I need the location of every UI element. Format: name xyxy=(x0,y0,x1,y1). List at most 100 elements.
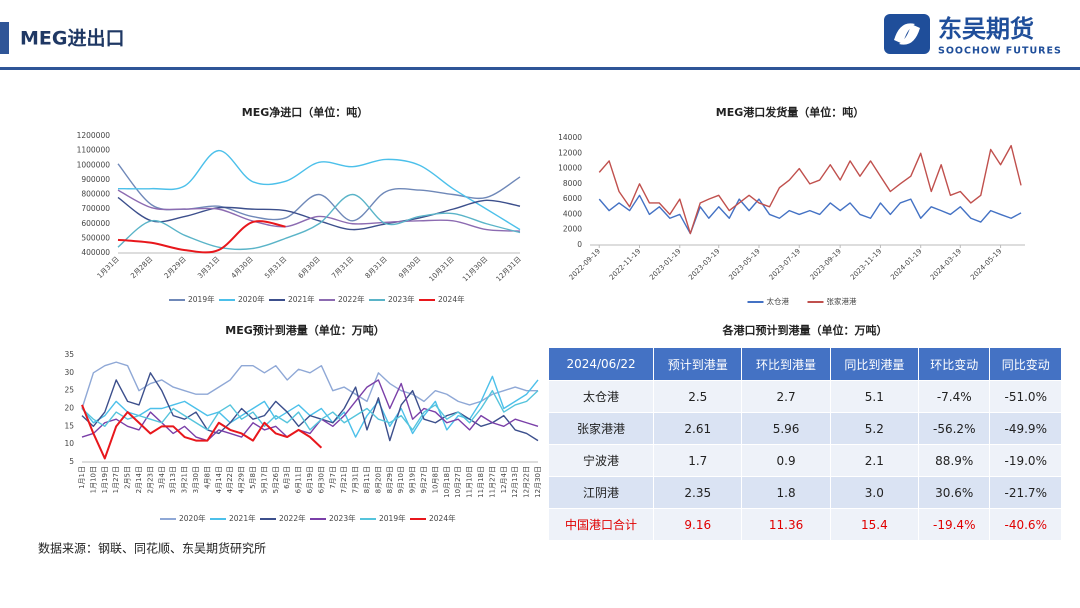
table-cell: 88.9% xyxy=(917,444,991,477)
table-cell: 5.96 xyxy=(741,412,831,445)
table-cell: -51.0% xyxy=(989,380,1062,413)
series-line xyxy=(81,379,539,442)
table-cell: -40.6% xyxy=(989,508,1062,541)
x-tick-label: 7月21日 xyxy=(340,466,348,493)
x-tick-label: 2023-07-19 xyxy=(768,247,802,281)
header-cell: 2024/06/22 xyxy=(547,347,655,381)
header-cell: 同比到港量 xyxy=(829,347,920,381)
table-cell: 5.1 xyxy=(829,380,920,413)
table-cell: -49.9% xyxy=(989,412,1062,445)
slide-title: MEG进出口 xyxy=(20,27,124,50)
x-tick-label: 4月8日 xyxy=(203,466,211,489)
header-rule xyxy=(0,67,1080,70)
y-tick-label: 700000 xyxy=(81,204,110,213)
x-tick-label: 1月1日 xyxy=(78,466,86,489)
x-tick-label: 2月28日 xyxy=(129,255,154,280)
x-tick-label: 6月30日 xyxy=(297,255,322,280)
logo-en: SOOCHOW FUTURES xyxy=(938,46,1062,57)
table-cell: 2.1 xyxy=(829,444,920,477)
legend-label: 2023年 xyxy=(388,294,415,304)
y-tick-label: 35 xyxy=(64,350,74,359)
table-cell: 2.7 xyxy=(741,380,831,413)
x-tick-label: 11月18日 xyxy=(477,466,485,498)
y-tick-label: 5 xyxy=(69,457,74,466)
x-tick-label: 4月22日 xyxy=(226,466,234,493)
table-cell: -21.7% xyxy=(989,476,1062,509)
table-cell: 3.0 xyxy=(829,476,920,509)
x-tick-label: 2024-05-19 xyxy=(969,247,1003,281)
x-tick-label: 9月19日 xyxy=(409,466,417,493)
header-cell: 环比到港量 xyxy=(741,347,831,381)
header-cell: 环比变动 xyxy=(917,347,991,381)
x-tick-label: 2024-01-19 xyxy=(889,247,923,281)
table-cell: 1.7 xyxy=(653,444,743,477)
legend-label: 2024年 xyxy=(438,294,465,304)
x-tick-label: 8月11日 xyxy=(363,466,371,493)
x-tick-label: 2023-03-19 xyxy=(687,247,721,281)
series-line xyxy=(81,361,538,409)
y-tick-label: 10 xyxy=(64,439,74,448)
series-line xyxy=(117,193,521,251)
y-tick-label: 1100000 xyxy=(77,146,111,155)
y-tick-label: 8000 xyxy=(563,179,582,188)
x-tick-label: 2022-09-19 xyxy=(568,247,602,281)
table-cell: 张家港港 xyxy=(547,412,655,445)
x-tick-label: 5月31日 xyxy=(263,255,288,280)
header-cell: 预计到港量 xyxy=(653,347,743,381)
x-tick-label: 3月30日 xyxy=(192,466,200,493)
logo-swirl xyxy=(894,23,920,45)
y-tick-label: 2000 xyxy=(563,225,582,234)
chart-title: MEG预计到港量（单位：万吨） xyxy=(225,323,385,337)
x-tick-label: 3月21日 xyxy=(181,466,189,493)
table-title: 各港口预计到港量（单位：万吨） xyxy=(722,323,888,337)
x-tick-label: 12月30日 xyxy=(534,466,542,498)
x-tick-label: 2月23日 xyxy=(146,466,154,493)
series-line xyxy=(117,189,521,232)
x-tick-label: 12月31日 xyxy=(495,255,523,283)
x-tick-label: 2024-03-19 xyxy=(929,247,963,281)
x-tick-label: 5月26日 xyxy=(272,466,280,493)
table-cell: 15.4 xyxy=(829,508,920,541)
legend-label: 张家港港 xyxy=(827,296,857,306)
x-tick-label: 8月20日 xyxy=(374,466,382,493)
table-row: 江阴港 2.35 1.8 3.0 30.6% -21.7% xyxy=(547,476,1062,509)
x-tick-label: 1月19日 xyxy=(101,466,109,493)
x-tick-label: 2023-11-19 xyxy=(849,247,883,281)
legend-label: 2023年 xyxy=(329,513,356,523)
legend-label: 2024年 xyxy=(429,513,456,523)
series-line xyxy=(598,194,1022,235)
logo-icon xyxy=(884,14,930,54)
x-tick-label: 11月10日 xyxy=(466,466,474,498)
table-cell: 太仓港 xyxy=(547,380,655,413)
y-tick-label: 600000 xyxy=(81,219,110,228)
chart-title: MEG净进口（单位：吨） xyxy=(242,105,369,119)
x-tick-label: 9月10日 xyxy=(397,466,405,493)
x-tick-label: 12月4日 xyxy=(500,466,508,493)
x-tick-label: 10月27日 xyxy=(454,466,462,498)
y-tick-label: 30 xyxy=(64,368,74,377)
table-cell: -7.4% xyxy=(917,380,991,413)
x-tick-label: 2023-01-19 xyxy=(648,247,682,281)
table-cell: 宁波港 xyxy=(547,444,655,477)
x-tick-label: 6月11日 xyxy=(295,466,303,493)
x-tick-label: 4月29日 xyxy=(238,466,246,493)
table-cell: 0.9 xyxy=(741,444,831,477)
table-row: 太仓港 2.5 2.7 5.1 -7.4% -51.0% xyxy=(547,380,1062,413)
logo-cn: 东吴期货 xyxy=(938,15,1034,43)
y-tick-label: 15 xyxy=(64,421,74,430)
chart-title: MEG港口发货量（单位：吨） xyxy=(716,105,865,119)
y-tick-label: 800000 xyxy=(81,190,110,199)
x-tick-label: 8月31日 xyxy=(364,255,389,280)
table-cell: 2.5 xyxy=(653,380,743,413)
logo: 东吴期货 SOOCHOW FUTURES xyxy=(884,14,1062,57)
x-tick-label: 6月19日 xyxy=(306,466,314,493)
table-cell: 1.8 xyxy=(741,476,831,509)
x-tick-label: 3月4日 xyxy=(158,466,166,489)
table-cell: 中国港口合计 xyxy=(547,508,655,541)
table-cell: -19.0% xyxy=(989,444,1062,477)
y-tick-label: 0 xyxy=(577,240,582,249)
x-tick-label: 8月29日 xyxy=(386,466,394,493)
y-tick-label: 25 xyxy=(64,386,74,395)
